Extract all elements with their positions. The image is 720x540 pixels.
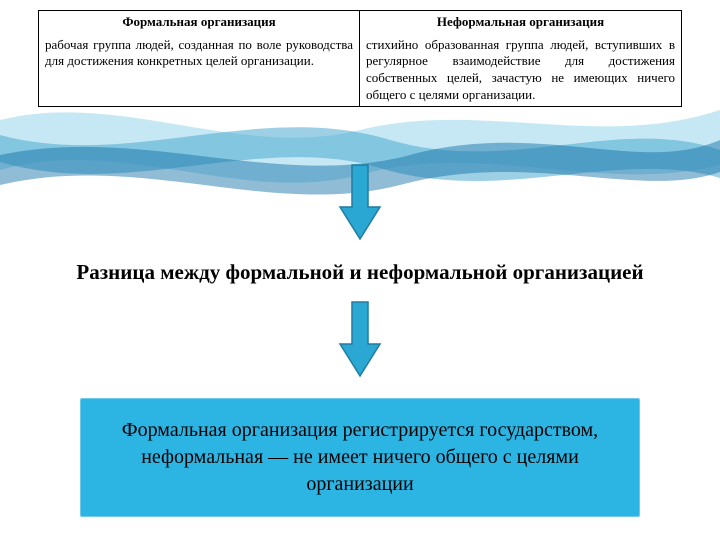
body-formal: рабочая группа людей, созданная по воле … [39, 34, 360, 107]
header-formal: Формальная организация [39, 11, 360, 34]
table-body-row: рабочая группа людей, созданная по воле … [39, 34, 681, 107]
header-informal: Неформальная организация [360, 11, 681, 34]
arrow-down-2 [338, 300, 382, 378]
comparison-table: Формальная организация Неформальная орга… [38, 10, 682, 107]
arrow-down-1 [338, 163, 382, 241]
conclusion-box: Формальная организация регистрируется го… [80, 398, 640, 517]
page-root: Формальная организация Неформальная орга… [0, 0, 720, 540]
difference-title: Разница между формальной и неформальной … [0, 260, 720, 285]
table-header-row: Формальная организация Неформальная орга… [39, 11, 681, 34]
body-informal: стихийно образованная группа людей, всту… [360, 34, 681, 107]
